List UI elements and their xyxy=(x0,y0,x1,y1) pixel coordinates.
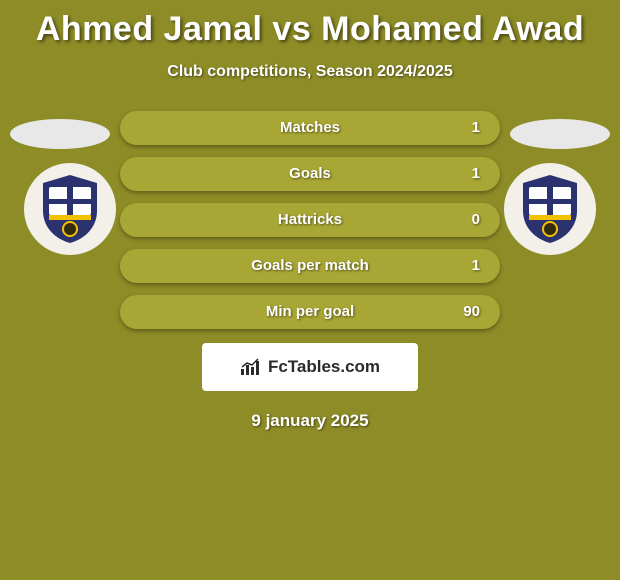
stat-label: Hattricks xyxy=(120,203,500,237)
shield-icon xyxy=(519,173,581,245)
stat-row: Min per goal 90 xyxy=(120,295,500,329)
stat-label: Min per goal xyxy=(120,295,500,329)
stat-label: Goals xyxy=(120,157,500,191)
date-text: 9 january 2025 xyxy=(0,411,620,431)
shield-icon xyxy=(39,173,101,245)
stat-label: Matches xyxy=(120,111,500,145)
stats-region: Matches 1 Goals 1 Hattricks 0 Goals per … xyxy=(0,111,620,329)
stat-value: 1 xyxy=(472,249,480,283)
brand-chip: FcTables.com xyxy=(202,343,418,391)
club-badge-right xyxy=(504,163,596,255)
stat-row: Goals 1 xyxy=(120,157,500,191)
stat-value: 1 xyxy=(472,157,480,191)
stat-row: Hattricks 0 xyxy=(120,203,500,237)
stat-value: 1 xyxy=(472,111,480,145)
brand-text: FcTables.com xyxy=(268,357,380,377)
player-right-ellipse xyxy=(510,119,610,149)
stat-value: 90 xyxy=(463,295,480,329)
comparison-card: Ahmed Jamal vs Mohamed Awad Club competi… xyxy=(0,0,620,580)
stat-row: Goals per match 1 xyxy=(120,249,500,283)
stat-value: 0 xyxy=(472,203,480,237)
stat-label: Goals per match xyxy=(120,249,500,283)
player-left-ellipse xyxy=(10,119,110,149)
page-title: Ahmed Jamal vs Mohamed Awad xyxy=(0,0,620,49)
club-badge-left xyxy=(24,163,116,255)
bars-icon xyxy=(240,358,262,376)
subtitle: Club competitions, Season 2024/2025 xyxy=(0,63,620,81)
stat-rows: Matches 1 Goals 1 Hattricks 0 Goals per … xyxy=(120,111,500,329)
stat-row: Matches 1 xyxy=(120,111,500,145)
